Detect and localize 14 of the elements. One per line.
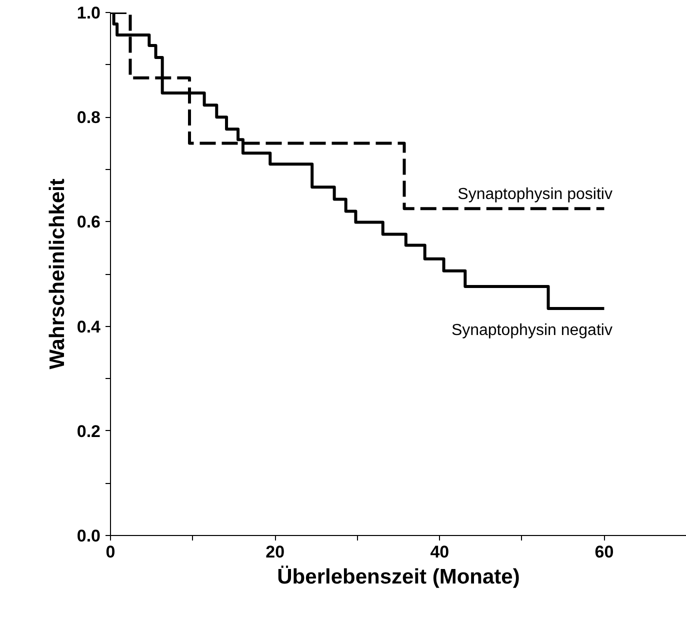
y-tick-label: 0.6 [76,212,101,232]
series-label: Synaptophysin negativ [451,322,612,340]
y-tick-label: 0.8 [76,108,101,128]
series-label: Synaptophysin positiv [458,186,612,204]
y-tick-label: 1.0 [76,4,101,22]
x-tick-label: 40 [430,542,450,562]
y-tick-label: 0.2 [76,422,101,441]
x-axis-title: Überlebenszeit (Monate) [277,566,520,588]
y-axis-title: Wahrscheinlichkeit [46,178,69,370]
y-tick-label: 0.0 [76,526,101,546]
x-tick-label: 60 [594,542,614,562]
y-tick-label: 0.4 [76,317,102,336]
x-tick-label: 20 [266,542,285,562]
x-tick-label: 0 [106,542,116,562]
